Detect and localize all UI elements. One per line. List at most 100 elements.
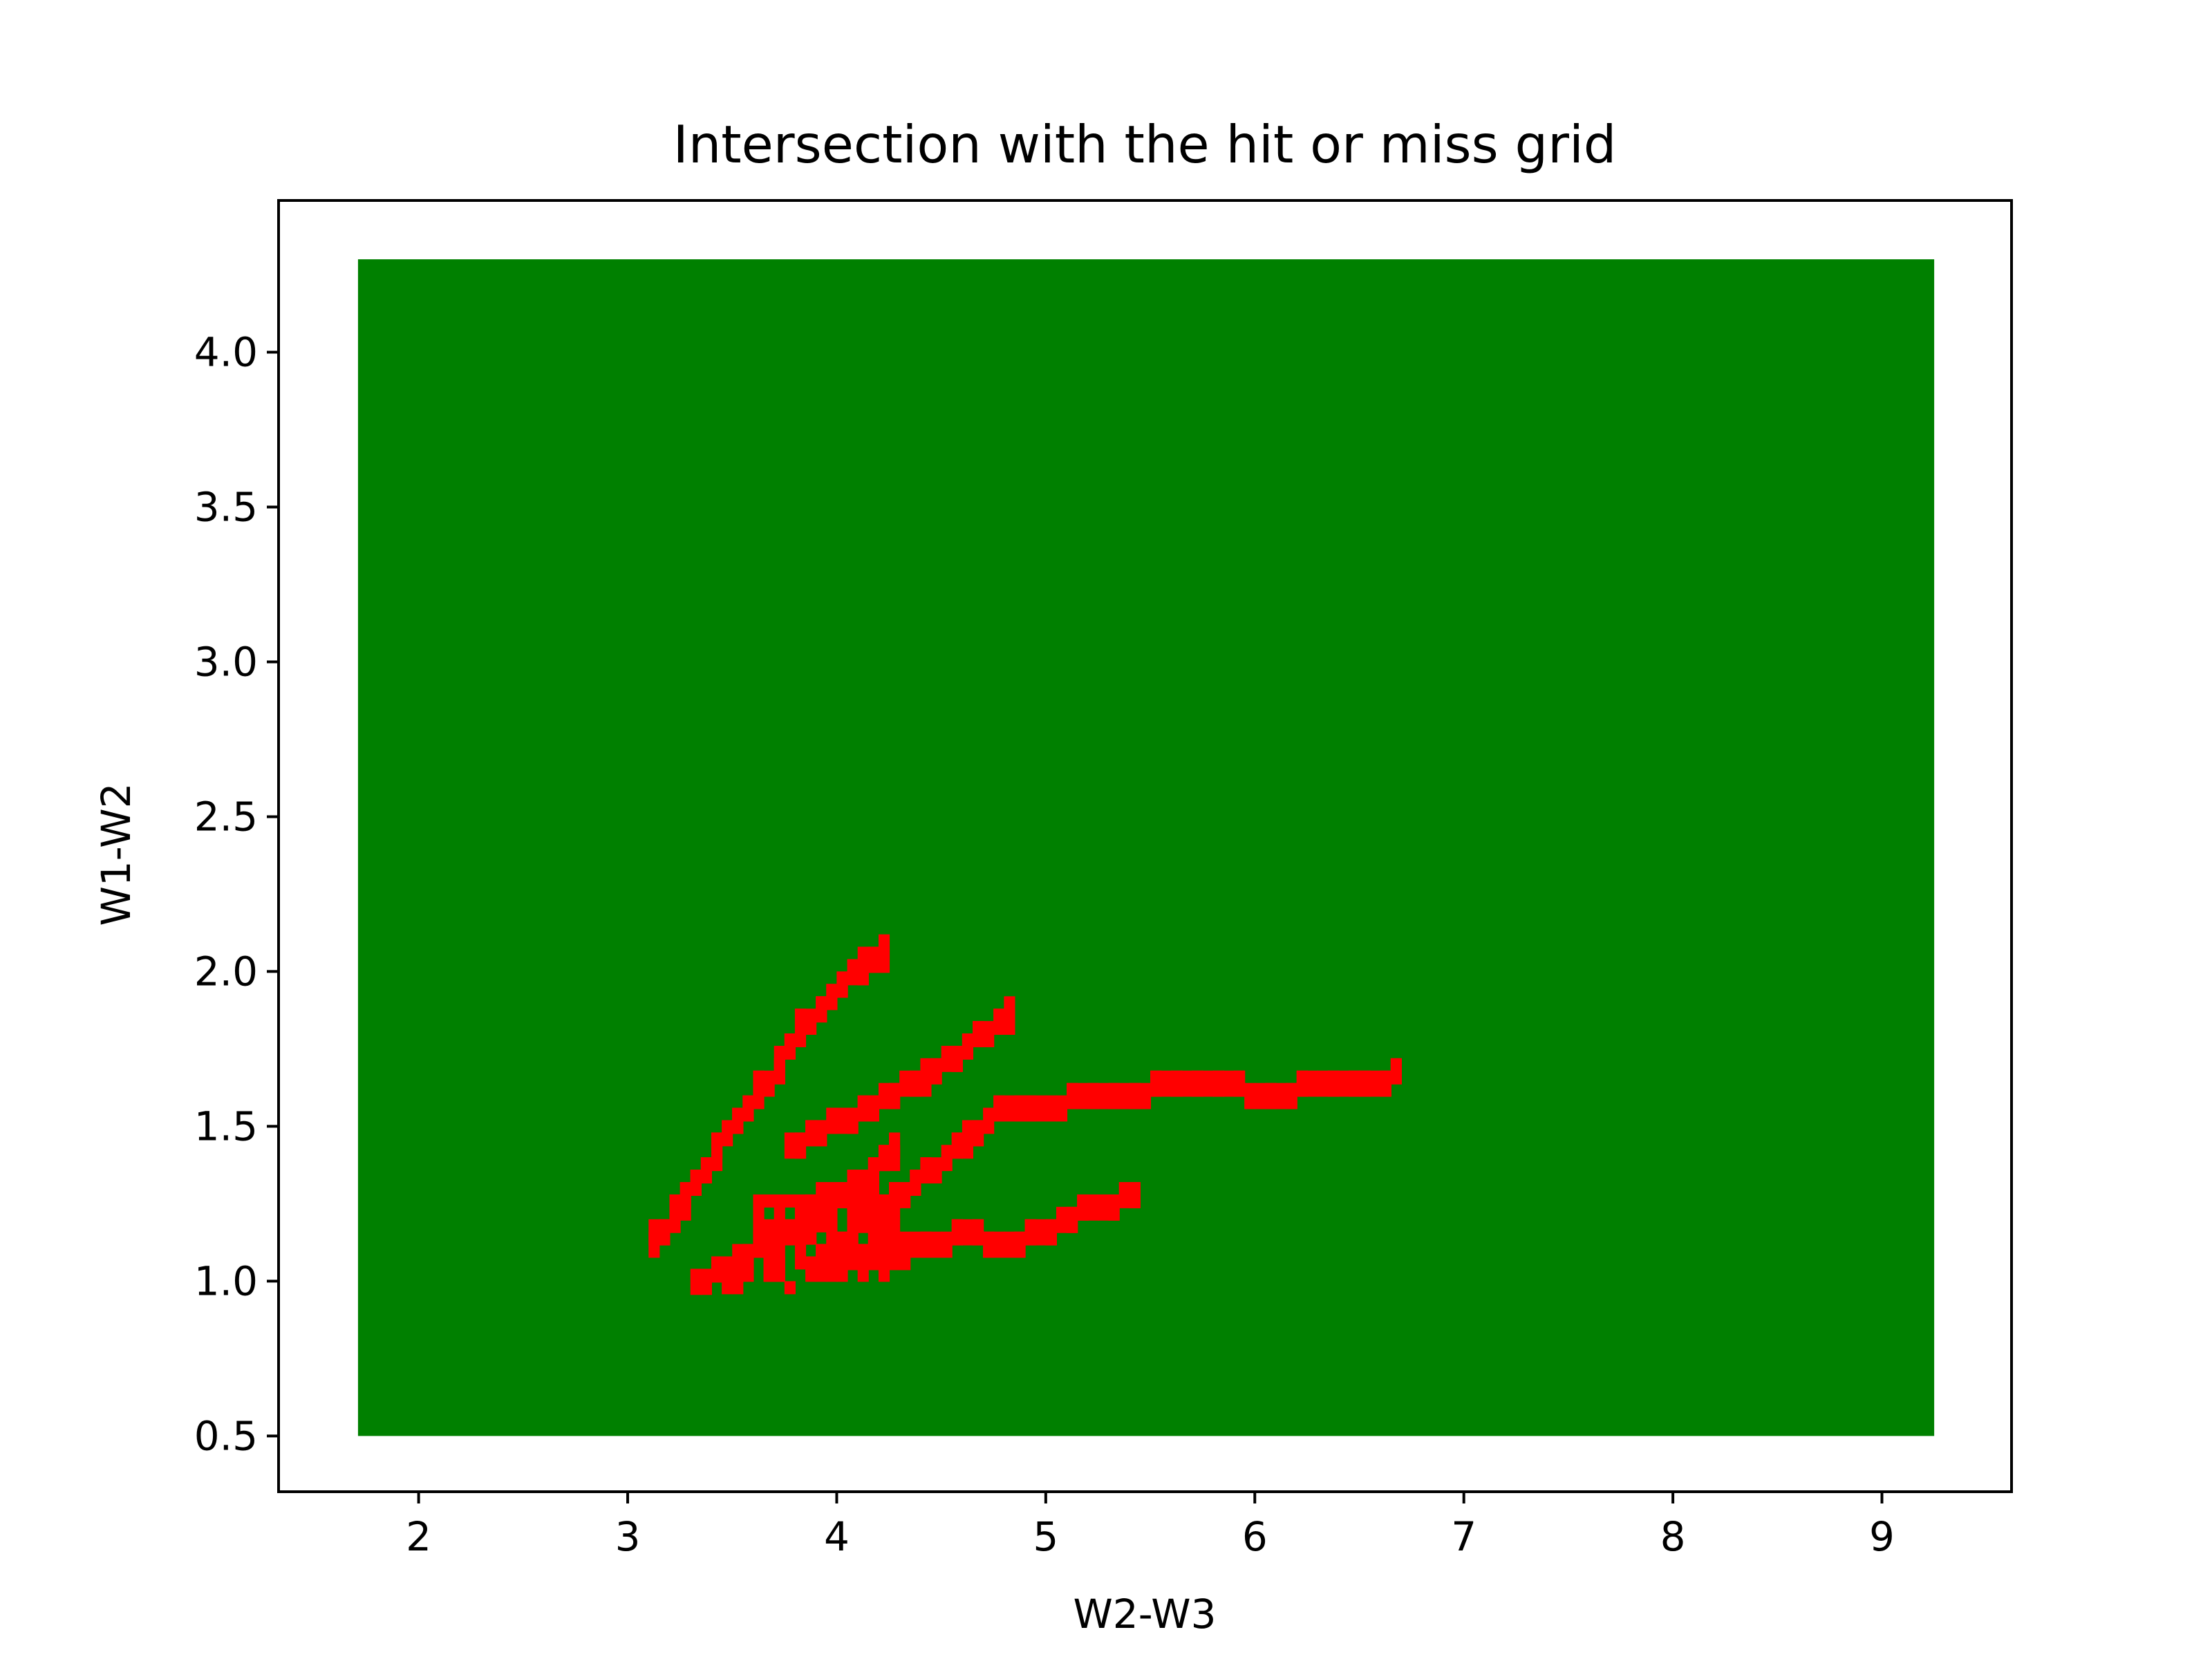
hit-cell: [742, 1268, 754, 1282]
hit-cell: [763, 1244, 775, 1257]
hit-cell: [732, 1107, 744, 1134]
hit-cell: [742, 1095, 754, 1122]
hit-cell: [941, 1231, 953, 1258]
hit-cell: [805, 1256, 817, 1270]
hit-cell: [868, 1194, 879, 1208]
hit-cell: [1139, 1082, 1152, 1109]
hit-cell: [816, 1256, 827, 1270]
hit-cell: [973, 1120, 984, 1147]
hit-cell: [993, 1009, 1005, 1035]
hit-cell: [1390, 1058, 1402, 1085]
axes-frame: [277, 199, 2013, 1493]
x-tick-label: 6: [1242, 1513, 1268, 1560]
hit-cell: [1317, 1070, 1329, 1097]
hit-cell: [711, 1256, 723, 1270]
hit-cell: [951, 1045, 963, 1072]
hit-cell: [826, 1182, 838, 1208]
hit-cell: [910, 1170, 921, 1196]
hit-cell: [836, 1268, 848, 1282]
hit-cell: [711, 1268, 723, 1282]
hit-cell: [805, 1268, 817, 1282]
hit-cell: [1349, 1070, 1360, 1097]
hit-cell: [826, 1244, 838, 1257]
hit-cell: [784, 1132, 796, 1159]
hit-cell: [1118, 1082, 1130, 1109]
hit-cell: [648, 1219, 660, 1246]
hit-cell: [857, 1194, 869, 1208]
hit-cell: [1265, 1082, 1277, 1109]
hit-cell: [847, 1194, 859, 1208]
hit-cell: [878, 1194, 890, 1208]
hit-cell: [847, 1107, 859, 1134]
hit-cell: [1108, 1082, 1120, 1109]
hit-cell: [784, 1219, 796, 1232]
hit-cell: [962, 1120, 974, 1147]
hit-cell: [826, 1107, 838, 1134]
hit-cell: [983, 1107, 995, 1134]
x-tick-label: 8: [1660, 1513, 1686, 1560]
hit-cell: [1161, 1070, 1172, 1097]
hit-cell: [941, 1045, 953, 1072]
hit-cell: [1275, 1082, 1287, 1109]
hit-cell: [857, 1095, 869, 1122]
hit-cell: [889, 1206, 901, 1220]
hit-cell: [1004, 996, 1015, 1023]
hit-cell: [951, 1219, 963, 1246]
hit-cell: [805, 1194, 817, 1208]
hit-cell: [805, 1219, 817, 1232]
hit-cell: [889, 1256, 901, 1270]
hit-cell: [690, 1170, 702, 1196]
hit-cell: [847, 1256, 859, 1270]
hit-cell: [836, 1256, 848, 1270]
hit-cell: [794, 1256, 807, 1270]
hit-cell: [753, 1219, 765, 1232]
hit-cell: [763, 1231, 775, 1245]
hit-cell: [732, 1256, 744, 1270]
hit-cell: [700, 1268, 712, 1295]
hit-cell: [816, 1120, 827, 1147]
hit-cell: [836, 1107, 848, 1134]
hit-cell: [993, 1231, 1005, 1258]
hit-cell: [722, 1268, 733, 1282]
hit-cell: [1255, 1082, 1266, 1109]
hit-cell: [1129, 1082, 1141, 1109]
hit-cell: [983, 1021, 995, 1047]
hit-cell: [816, 1244, 827, 1257]
hit-cell: [1192, 1070, 1203, 1097]
hit-cell: [763, 1268, 775, 1282]
hit-cell: [774, 1219, 785, 1232]
x-tick-label: 5: [1033, 1513, 1058, 1560]
hit-cell: [1328, 1070, 1340, 1097]
hit-cell: [847, 1206, 859, 1220]
hit-cell: [794, 1009, 807, 1035]
hit-cell: [1077, 1194, 1089, 1221]
hit-cell: [930, 1157, 942, 1184]
hit-cell: [889, 1132, 901, 1159]
hit-cell: [1014, 1095, 1026, 1122]
hit-cell: [753, 1244, 765, 1257]
hit-cell: [910, 1070, 921, 1097]
hit-cell: [868, 1095, 879, 1122]
hit-cell: [847, 959, 859, 986]
hit-cell: [816, 1268, 827, 1282]
hit-cell: [847, 1182, 859, 1195]
hit-cell: [847, 1219, 859, 1232]
hit-cell: [753, 1194, 765, 1208]
hit-cell: [962, 1033, 974, 1060]
hit-cell: [878, 1231, 890, 1245]
hit-cell: [878, 1145, 890, 1172]
y-tick-label: 0.5: [194, 1412, 258, 1459]
y-axis-label: W1-W2: [93, 782, 140, 926]
hit-cell: [941, 1145, 953, 1172]
x-tick-label: 9: [1869, 1513, 1895, 1560]
hit-cell: [899, 1231, 911, 1258]
hit-cell: [973, 1219, 984, 1246]
hit-cell: [899, 1070, 911, 1097]
hit-cell: [878, 1206, 890, 1220]
hit-cell: [700, 1157, 712, 1184]
hit-cell: [805, 1231, 817, 1245]
hit-cell: [878, 1268, 890, 1282]
hit-cell: [930, 1231, 942, 1258]
hit-cell: [878, 1244, 890, 1257]
hit-cell: [857, 1268, 869, 1282]
